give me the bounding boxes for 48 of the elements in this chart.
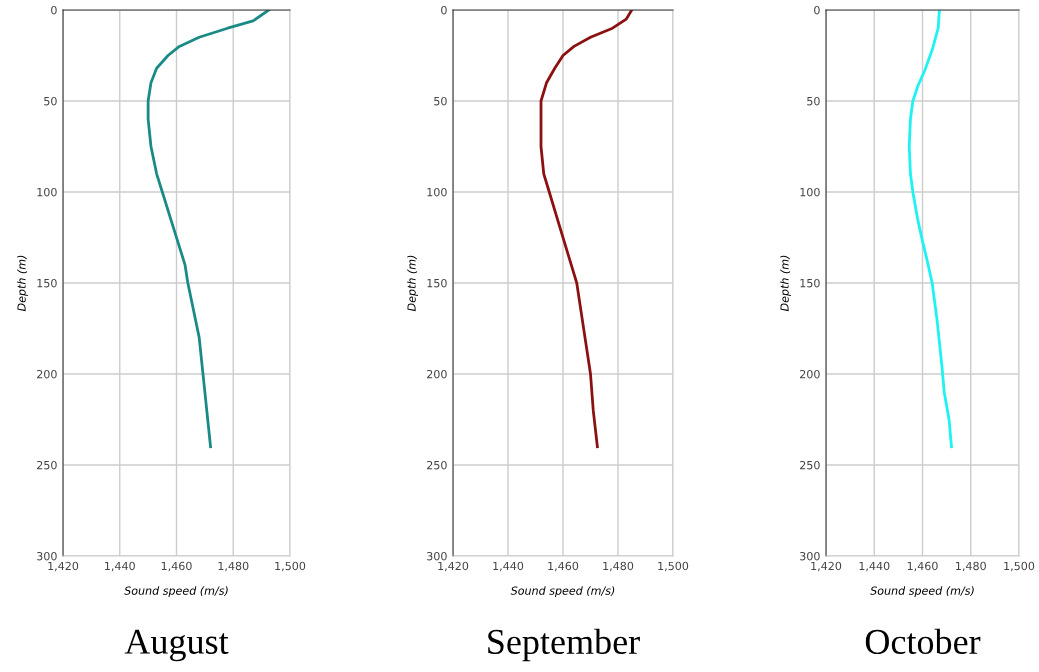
- x-tick-label: 1,480: [603, 561, 634, 572]
- y-tick-label: 100: [800, 187, 820, 197]
- y-tick-label: 50: [807, 96, 820, 106]
- y-axis-title: Depth (m): [780, 255, 791, 312]
- x-tick-label: 1,460: [161, 561, 192, 572]
- y-tick-label: 150: [427, 278, 447, 288]
- x-tick-label: 1,500: [275, 561, 306, 572]
- x-tick-label: 1,420: [438, 561, 469, 572]
- text: September: [488, 628, 640, 662]
- y-tick-label: 250: [427, 460, 447, 470]
- y-tick-label: 0: [51, 5, 57, 15]
- y-tick-label: 100: [427, 187, 447, 197]
- y-tick-label: 0: [441, 5, 447, 15]
- y-tick-label: 100: [37, 187, 57, 197]
- y-tick-label: 200: [37, 369, 57, 379]
- text: October: [865, 628, 981, 655]
- y-tick-label: 200: [800, 369, 820, 379]
- line-series: [907, 10, 953, 449]
- line-series: [539, 10, 634, 449]
- x-tick-label: 1,480: [218, 561, 249, 572]
- x-tick-label: 1,440: [105, 561, 135, 572]
- x-tick-label: 1,420: [811, 561, 842, 572]
- x-tick-label: 1,460: [548, 561, 579, 572]
- x-tick-label: 1,460: [907, 561, 938, 572]
- y-tick-label: 300: [800, 551, 820, 561]
- y-tick-label: 50: [434, 96, 447, 106]
- x-tick-label: 1,420: [48, 561, 79, 572]
- y-tick-label: 250: [37, 460, 57, 470]
- y-tick-label: 150: [37, 278, 57, 288]
- x-axis-title: Sound speed (m/s): [124, 586, 228, 597]
- y-tick-label: 250: [800, 460, 820, 470]
- x-tick-label: 1,440: [493, 561, 524, 572]
- y-tick-label: 300: [37, 551, 57, 561]
- y-tick-label: 50: [44, 96, 57, 106]
- line-series: [146, 10, 271, 449]
- y-tick-label: 0: [814, 5, 820, 15]
- y-axis-title: Depth (m): [407, 255, 418, 312]
- text: August: [124, 629, 229, 662]
- x-tick-label: 1,500: [1004, 561, 1035, 572]
- y-tick-label: 300: [427, 551, 447, 561]
- x-tick-label: 1,480: [956, 561, 986, 572]
- y-tick-label: 150: [800, 278, 820, 288]
- y-tick-label: 200: [427, 369, 447, 379]
- y-axis-title: Depth (m): [17, 255, 28, 312]
- x-axis-title: Sound speed (m/s): [510, 586, 615, 597]
- x-tick-label: 1,500: [658, 561, 689, 572]
- x-tick-label: 1,440: [859, 561, 890, 572]
- x-axis-title: Sound speed (m/s): [870, 586, 974, 597]
